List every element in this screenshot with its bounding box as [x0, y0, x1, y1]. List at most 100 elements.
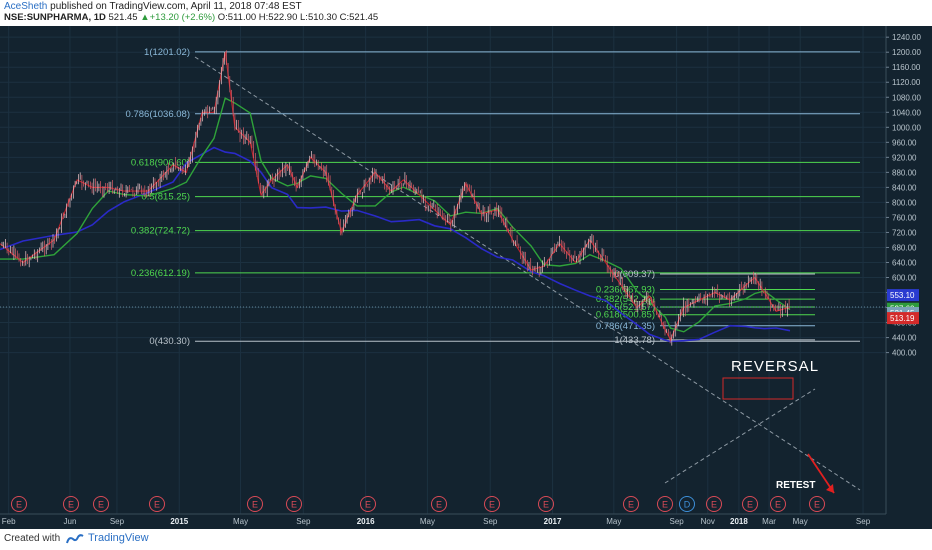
earnings-marker-label: E: [154, 500, 160, 510]
price-axis-label: 400.00: [892, 349, 917, 358]
time-axis-label: May: [233, 517, 248, 526]
fib-level-label: 0.786(1036.08): [126, 109, 190, 120]
earnings-marker-label: E: [747, 500, 753, 510]
time-axis-label: 2016: [357, 517, 375, 526]
fib-level-label: 0.5(815.25): [141, 192, 190, 203]
earnings-marker[interactable]: [93, 496, 109, 512]
price-axis-label: 1080.00: [892, 93, 921, 102]
earnings-marker-label: E: [543, 500, 549, 510]
fib-level-label: 0(609.37): [614, 269, 655, 280]
footer: Created with TradingView: [0, 529, 932, 550]
earnings-marker[interactable]: [706, 496, 722, 512]
time-axis-label: Sep: [296, 517, 311, 526]
dividend-marker-label: D: [684, 500, 691, 510]
price-change: +13.20 (+2.6%): [149, 12, 216, 23]
price-axis-label: 760.00: [892, 213, 917, 222]
fib-level-label: 0.5(521.57): [606, 302, 655, 313]
tradingview-brand[interactable]: TradingView: [88, 532, 149, 544]
earnings-marker[interactable]: [360, 496, 376, 512]
fib-level-label: 0.382(542.29): [596, 294, 655, 305]
time-axis-label: May: [793, 517, 808, 526]
fib-level-label: 1(1201.02): [144, 47, 190, 58]
trend-line: [194, 56, 861, 491]
price-axis-label: 960.00: [892, 138, 917, 147]
last-price: 521.45: [108, 12, 138, 23]
close-label: C:: [339, 12, 350, 23]
earnings-marker[interactable]: [538, 496, 554, 512]
price-axis-label: 920.00: [892, 153, 917, 162]
time-axis-label: Sep: [110, 517, 125, 526]
time-axis-label: May: [420, 517, 435, 526]
earnings-marker[interactable]: [809, 496, 825, 512]
reversal-annotation: REVERSAL: [731, 358, 819, 375]
symbol-label: NSE:SUNPHARMA, 1D: [4, 12, 106, 23]
earnings-marker-label: E: [365, 500, 371, 510]
earnings-marker[interactable]: [657, 496, 673, 512]
time-axis-label: Sep: [670, 517, 685, 526]
price-chart[interactable]: 1(1201.02) 0.786(1036.08) 0.618(906.60) 0.5…: [0, 26, 932, 529]
fib-level-label: 0.382(724.72): [131, 226, 190, 237]
fib-level-label: 0.236(612.19): [131, 268, 190, 279]
earnings-marker-label: E: [16, 500, 22, 510]
earnings-marker[interactable]: [11, 496, 27, 512]
price-axis-label: 640.00: [892, 258, 917, 267]
tradingview-logo-icon: [66, 534, 84, 544]
earnings-marker-label: E: [291, 500, 297, 510]
dividend-marker[interactable]: [679, 496, 695, 512]
earnings-marker-label: E: [814, 500, 820, 510]
time-axis-label: Mar: [762, 517, 776, 526]
earnings-marker-label: E: [98, 500, 104, 510]
earnings-marker-label: E: [775, 500, 781, 510]
price-axis-label: 1160.00: [892, 63, 921, 72]
price-axis-label: 600.00: [892, 274, 917, 283]
time-axis-label: Feb: [2, 517, 16, 526]
retest-arrow-head: [826, 484, 834, 493]
price-tag: [887, 289, 919, 302]
high-value: 522.90: [268, 12, 298, 23]
time-axis[interactable]: [0, 514, 932, 529]
earnings-marker-label: E: [628, 500, 634, 510]
time-axis-label: May: [606, 517, 621, 526]
earnings-marker-label: E: [436, 500, 442, 510]
earnings-marker-label: E: [711, 500, 717, 510]
publish-line: AceSheth published on TradingView.com, A…: [4, 1, 302, 12]
earnings-marker[interactable]: [63, 496, 79, 512]
fib-level-label: 0.618(906.60): [131, 157, 190, 168]
price-axis-label: 680.00: [892, 243, 917, 252]
price-axis-label: 1120.00: [892, 78, 921, 87]
price-axis-label: 1000.00: [892, 123, 921, 132]
price-tag-label: 513.19: [890, 314, 915, 323]
earnings-marker[interactable]: [247, 496, 263, 512]
trend-line: [664, 388, 816, 484]
price-axis-label: 1240.00: [892, 33, 921, 42]
publish-info: published on TradingView.com, April 11, …: [50, 1, 302, 12]
retest-annotation: RETEST: [776, 480, 815, 491]
earnings-marker[interactable]: [286, 496, 302, 512]
price-axis[interactable]: [886, 26, 932, 529]
open-label: O:: [217, 12, 228, 23]
earnings-marker[interactable]: [149, 496, 165, 512]
author-name[interactable]: AceSheth: [4, 1, 48, 12]
earnings-marker[interactable]: [623, 496, 639, 512]
earnings-marker[interactable]: [431, 496, 447, 512]
earnings-marker[interactable]: [770, 496, 786, 512]
earnings-marker-label: E: [252, 500, 258, 510]
time-axis-label: Jun: [64, 517, 77, 526]
time-axis-label: Sep: [856, 517, 871, 526]
earnings-marker-label: E: [662, 500, 668, 510]
low-value: 510.30: [307, 12, 337, 23]
time-axis-label: Sep: [483, 517, 498, 526]
price-axis-label: 440.00: [892, 334, 917, 343]
fib-level-label: 0.236(567.93): [596, 285, 655, 296]
earnings-marker-label: E: [68, 500, 74, 510]
close-value: 521.45: [349, 12, 379, 23]
earnings-marker[interactable]: [484, 496, 500, 512]
price-axis-label: 1040.00: [892, 108, 921, 117]
time-axis-label: Nov: [701, 517, 715, 526]
earnings-marker[interactable]: [742, 496, 758, 512]
fib-level-label: 0(430.30): [149, 336, 190, 347]
created-with-label: Created with: [4, 533, 61, 544]
retest-arrow-line: [807, 453, 835, 494]
fib-level-label: 0.786(471.35): [596, 321, 655, 332]
price-axis-label: 840.00: [892, 183, 917, 192]
